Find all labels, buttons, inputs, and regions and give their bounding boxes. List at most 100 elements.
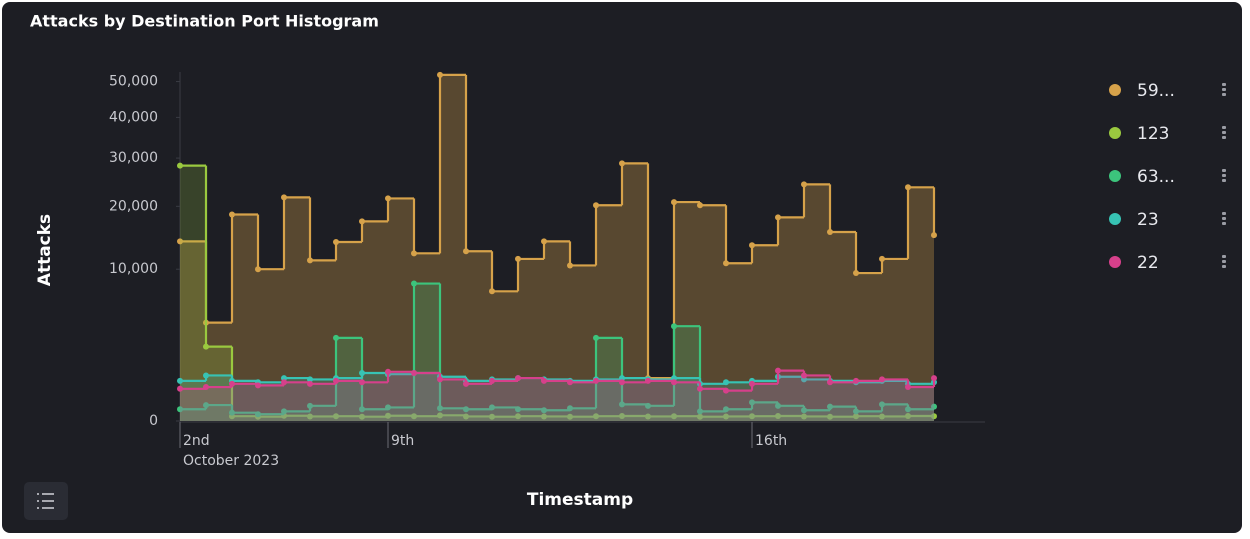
area-step <box>180 388 206 421</box>
area-step <box>310 260 336 421</box>
area-step <box>726 263 752 421</box>
area-step <box>882 416 908 421</box>
legend-dot <box>1109 170 1121 182</box>
point <box>801 407 807 414</box>
area-step <box>206 387 232 421</box>
point <box>931 375 937 382</box>
point <box>593 202 599 209</box>
point <box>853 413 859 420</box>
area-step <box>362 372 388 421</box>
point <box>437 405 443 412</box>
area-step <box>778 217 804 421</box>
point <box>645 377 651 384</box>
point <box>619 375 625 382</box>
legend-label: 22 <box>1137 253 1159 273</box>
area-step <box>804 375 830 421</box>
point <box>463 380 469 387</box>
plot-area <box>177 71 937 422</box>
point <box>281 408 287 415</box>
point <box>905 184 911 191</box>
point <box>723 413 729 420</box>
legend-label: 59... <box>1137 81 1175 101</box>
area-step <box>362 416 388 421</box>
area-step <box>648 416 674 421</box>
area-step <box>518 378 544 421</box>
point <box>437 376 443 383</box>
area-step <box>674 378 700 421</box>
point <box>203 384 209 391</box>
y-tick-label: 20,000 <box>109 198 158 214</box>
point <box>749 399 755 406</box>
area-step <box>804 410 830 421</box>
area-step <box>466 409 492 421</box>
point <box>333 377 339 384</box>
point <box>281 375 287 382</box>
point <box>723 379 729 386</box>
area-step <box>804 416 830 421</box>
point <box>385 195 391 202</box>
area-step <box>752 416 778 421</box>
area-step <box>388 415 414 421</box>
area-step <box>518 416 544 421</box>
area-step <box>648 380 674 421</box>
area-step <box>336 337 362 421</box>
x-tick-label: 9th <box>391 433 414 449</box>
area-step <box>648 379 674 421</box>
point <box>619 379 625 386</box>
area-step <box>258 414 284 421</box>
series <box>177 369 937 421</box>
area-step <box>622 382 648 421</box>
point <box>671 199 677 206</box>
point <box>827 413 833 420</box>
area-step <box>388 371 414 421</box>
legend-label: 63... <box>1137 167 1175 187</box>
area-step <box>726 382 752 421</box>
point <box>931 403 937 410</box>
point <box>307 380 313 387</box>
point <box>645 402 651 409</box>
area-step <box>674 382 700 421</box>
point <box>515 375 521 382</box>
point <box>281 379 287 386</box>
area-step <box>232 380 258 421</box>
point <box>411 369 417 376</box>
area-step <box>440 408 466 421</box>
point <box>463 413 469 420</box>
legend-dot <box>1109 127 1121 139</box>
point <box>567 262 573 269</box>
area-step <box>596 380 622 421</box>
point <box>359 413 365 420</box>
area-step <box>830 380 856 421</box>
point <box>411 280 417 287</box>
area-step <box>362 409 388 421</box>
area-step <box>622 378 648 421</box>
area-step <box>232 214 258 421</box>
area-step <box>778 376 804 421</box>
area-step <box>752 245 778 421</box>
x-tick-label: 2nd <box>183 433 210 449</box>
area-step <box>700 388 726 421</box>
area-step <box>856 411 882 421</box>
point <box>905 406 911 413</box>
area-step <box>310 405 336 421</box>
point <box>827 403 833 410</box>
area-step <box>414 416 440 421</box>
area-step <box>362 382 388 421</box>
area-step <box>726 390 752 421</box>
point <box>411 413 417 420</box>
area-step <box>232 416 258 421</box>
area-step <box>310 379 336 421</box>
legend-menu-dot <box>1222 212 1226 215</box>
point <box>671 379 677 386</box>
point <box>385 404 391 411</box>
point <box>671 323 677 330</box>
area-step <box>232 412 258 421</box>
area-step <box>284 197 310 421</box>
point <box>879 376 885 383</box>
point <box>619 401 625 408</box>
point <box>827 229 833 236</box>
area-step <box>518 258 544 421</box>
point <box>203 372 209 379</box>
area-step <box>830 232 856 421</box>
point <box>593 334 599 341</box>
